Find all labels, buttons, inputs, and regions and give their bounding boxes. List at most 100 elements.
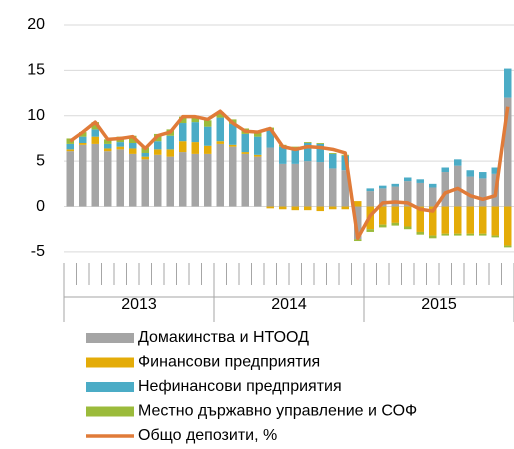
bar-segment <box>366 188 374 192</box>
bar-segment <box>266 130 274 148</box>
bar-segment <box>329 168 337 207</box>
legend-swatch <box>86 333 134 343</box>
y-tick-label: -5 <box>31 243 45 260</box>
bar-segment <box>416 231 424 235</box>
bar-segment <box>191 142 199 154</box>
y-tick-label: 10 <box>27 107 45 124</box>
bar-segment <box>466 176 474 207</box>
bar-segment <box>254 156 262 207</box>
bar-segment <box>204 126 212 146</box>
bar-segment <box>154 154 162 207</box>
bar-segment <box>441 172 449 207</box>
bar-segment <box>116 146 124 150</box>
bar-segment <box>479 233 487 236</box>
bar-segment <box>254 132 262 137</box>
bar-segment <box>429 235 437 239</box>
bar-segment <box>391 222 399 226</box>
bar-segment <box>104 143 112 149</box>
bar-segment <box>141 156 149 160</box>
bar-segment <box>366 229 374 232</box>
bar-segment <box>79 136 87 143</box>
bar-segment <box>466 233 474 236</box>
year-label: 2013 <box>121 296 157 313</box>
bar-segment <box>216 141 224 144</box>
bar-segment <box>291 163 299 207</box>
bar-segment <box>454 159 462 166</box>
bar-segment <box>241 153 249 207</box>
bar-segment <box>329 152 337 154</box>
bar-segment <box>191 122 199 143</box>
bar-segment <box>241 152 249 154</box>
bar-segment <box>391 206 399 223</box>
bar-segment <box>179 141 187 153</box>
bar-segment <box>104 151 112 207</box>
bar-segment <box>254 136 262 155</box>
bar-segment <box>179 123 187 142</box>
bar-segment <box>116 142 124 147</box>
bar-segment <box>429 183 437 188</box>
legend-label: Домакинства и НТООД <box>138 329 309 346</box>
bar-segment <box>479 178 487 207</box>
bar-segment <box>391 186 399 207</box>
bar-segment <box>216 117 224 142</box>
bar-segment <box>429 206 437 236</box>
bar-segment <box>504 245 512 248</box>
bar-segment <box>279 163 287 207</box>
bar-segment <box>229 123 237 145</box>
bar-segment <box>279 146 287 164</box>
bar-segment <box>404 206 412 227</box>
bar-segment <box>79 144 87 207</box>
bar-segment <box>91 136 99 144</box>
bar-segment <box>404 181 412 207</box>
bar-segment <box>416 206 424 232</box>
bar-segment <box>316 162 324 207</box>
legend-label: Местно държавно управление и СОФ <box>138 403 417 420</box>
bar-segment <box>304 142 312 143</box>
bar-segment <box>441 167 449 173</box>
bar-segment <box>216 143 224 207</box>
y-tick-label: 5 <box>36 152 45 169</box>
bar-segment <box>129 135 137 143</box>
bar-segment <box>129 153 137 207</box>
bar-segment <box>454 233 462 236</box>
bar-segment <box>191 153 199 207</box>
bar-segment <box>141 152 149 157</box>
bar-segment <box>316 143 324 144</box>
bar-segment <box>416 179 424 183</box>
bar-segment <box>454 206 462 234</box>
bar-segment <box>491 167 499 174</box>
bar-segment <box>179 152 187 207</box>
bar-segment <box>491 206 499 236</box>
legend-swatch <box>86 357 134 368</box>
bar-segment <box>91 129 99 137</box>
bar-segment <box>491 235 499 238</box>
legend-label: Нефинансови предприятия <box>138 378 342 395</box>
bar-segment <box>504 206 512 246</box>
bar-segment <box>291 146 299 149</box>
legend-swatch <box>86 382 134 392</box>
y-tick-label: 15 <box>27 62 45 79</box>
year-label: 2015 <box>421 296 457 313</box>
bar-segment <box>404 226 412 230</box>
bar-segment <box>304 143 312 162</box>
bar-segment <box>104 139 112 144</box>
bar-segment <box>91 143 99 207</box>
bar-segment <box>354 206 362 240</box>
bar-segment <box>191 115 199 123</box>
bar-segment <box>216 112 224 118</box>
bar-segment <box>266 147 274 207</box>
bar-segment <box>91 122 99 130</box>
bar-segment <box>166 149 174 157</box>
bar-segment <box>479 172 487 179</box>
bar-segment <box>329 153 337 169</box>
bar-segment <box>504 97 512 207</box>
bar-segment <box>66 151 74 207</box>
y-tick-label: 0 <box>36 198 45 215</box>
bar-segment <box>116 149 124 207</box>
bar-segment <box>341 170 349 207</box>
bar-segment <box>454 165 462 207</box>
y-tick-label: 20 <box>27 16 45 33</box>
bar-segment <box>229 146 237 207</box>
legend-swatch <box>86 406 134 417</box>
